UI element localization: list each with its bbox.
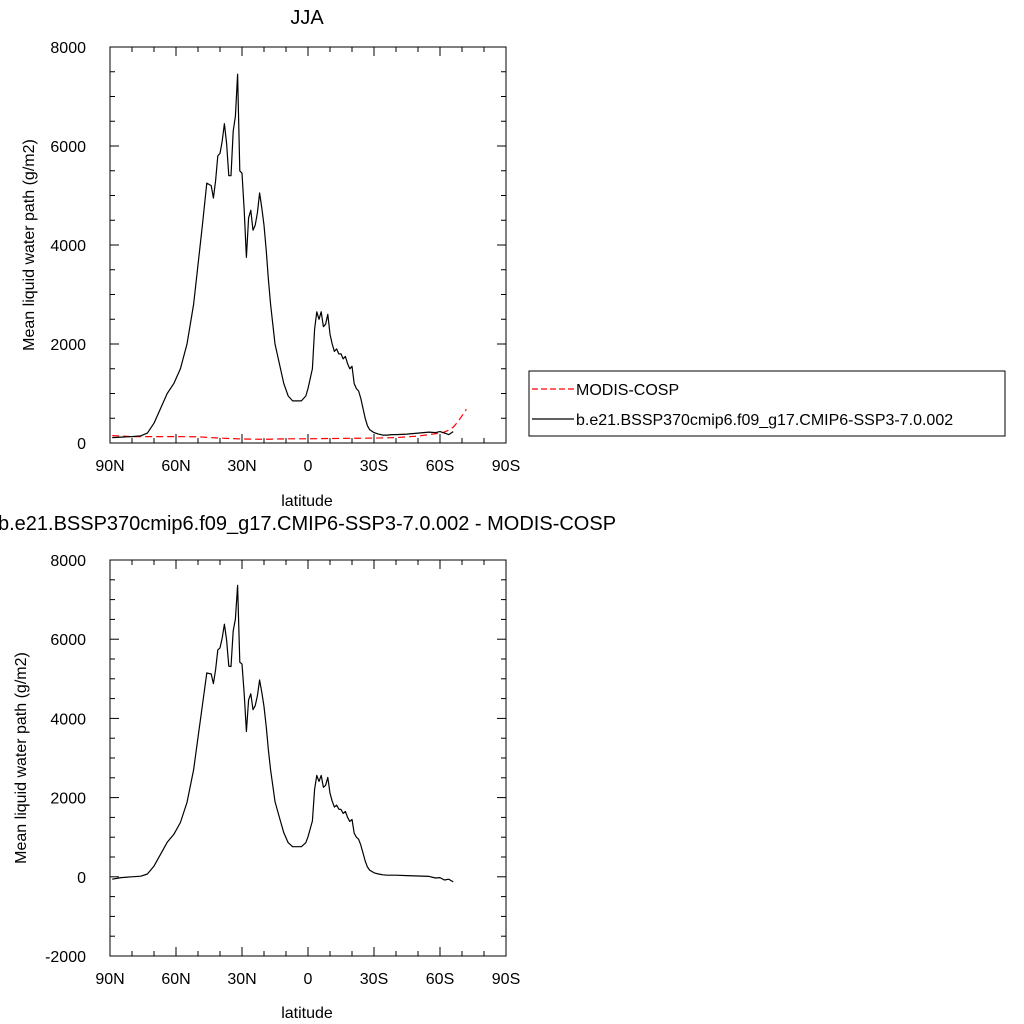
- top-y-tick-label: 8000: [50, 40, 86, 57]
- bottom-panel: b.e21.BSSP370cmip6.f09_g17.CMIP6-SSP3-7.…: [0, 513, 616, 1022]
- top-y-tick-labels: 0 2000 4000 6000 8000: [50, 40, 86, 453]
- bottom-y-axis-label: Mean liquid water path (g/m2): [13, 652, 30, 864]
- top-y-tick-label: 4000: [50, 238, 86, 255]
- bottom-y-tick-label: 6000: [50, 632, 86, 649]
- bottom-chart-title: b.e21.BSSP370cmip6.f09_g17.CMIP6-SSP3-7.…: [0, 513, 616, 535]
- bottom-y-tick-labels: -2000 0 2000 4000 6000 8000: [45, 553, 86, 966]
- bottom-y-tick-label: 8000: [50, 553, 86, 570]
- legend-box: [528, 370, 1006, 437]
- top-axis-ticks: [109, 46, 507, 444]
- bottom-series-line-difference: [112, 584, 454, 883]
- top-x-tick-label: 90S: [492, 458, 520, 475]
- bottom-x-axis-label: latitude: [281, 1005, 333, 1022]
- top-x-tick-label: 30N: [227, 458, 256, 475]
- top-plot-frame: [109, 46, 507, 444]
- top-x-axis-label: latitude: [281, 493, 333, 510]
- bottom-plot-frame: [109, 559, 507, 957]
- top-plot-lines: [112, 73, 467, 440]
- top-y-axis-label: Mean liquid water path (g/m2): [21, 139, 38, 351]
- bottom-plot-lines: [112, 584, 454, 883]
- top-series-line-b-e21-bssp370cmip6-f09-g17-cmip6-ssp3-7-0-002: [112, 73, 454, 439]
- top-chart-title: JJA: [290, 7, 324, 29]
- top-x-tick-label: 60S: [426, 458, 454, 475]
- top-x-tick-label: 60N: [161, 458, 190, 475]
- bottom-x-tick-label: 90S: [492, 971, 520, 988]
- top-x-tick-label: 30S: [360, 458, 388, 475]
- bottom-axis-ticks: [109, 559, 507, 957]
- bottom-x-tick-label: 30N: [227, 971, 256, 988]
- top-y-tick-label: 6000: [50, 139, 86, 156]
- bottom-x-tick-labels: 90N 60N 30N 0 30S 60S 90S: [95, 971, 520, 988]
- top-y-tick-label: 2000: [50, 337, 86, 354]
- top-x-tick-label: 0: [304, 458, 313, 475]
- top-y-tick-label: 0: [77, 436, 86, 453]
- legend-model-label: b.e21.BSSP370cmip6.f09_g17.CMIP6-SSP3-7.…: [576, 412, 953, 429]
- top-x-tick-label: 90N: [95, 458, 124, 475]
- bottom-x-tick-label: 0: [304, 971, 313, 988]
- legend: MODIS-COSP b.e21.BSSP370cmip6.f09_g17.CM…: [528, 370, 1006, 437]
- bottom-x-tick-label: 60S: [426, 971, 454, 988]
- bottom-y-tick-label: -2000: [45, 949, 86, 966]
- bottom-y-tick-label: 0: [77, 870, 86, 887]
- bottom-y-tick-label: 2000: [50, 791, 86, 808]
- top-panel: JJA 90N 60N 30N 0 30S 60S 90S 0 2000 4000 6000 800…: [21, 7, 520, 510]
- bottom-y-tick-label: 4000: [50, 711, 86, 728]
- top-x-tick-labels: 90N 60N 30N 0 30S 60S 90S: [95, 458, 520, 475]
- top-series-line-modis-cosp: [112, 408, 467, 440]
- bottom-x-tick-label: 90N: [95, 971, 124, 988]
- bottom-x-tick-label: 60N: [161, 971, 190, 988]
- bottom-x-tick-label: 30S: [360, 971, 388, 988]
- legend-modis-label: MODIS-COSP: [576, 382, 679, 399]
